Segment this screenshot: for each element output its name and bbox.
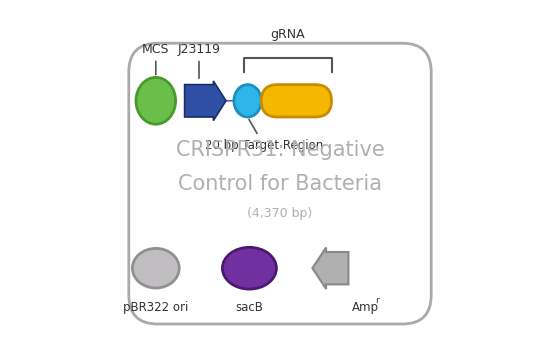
- FancyArrow shape: [312, 248, 348, 289]
- Ellipse shape: [234, 85, 262, 117]
- Text: (4,370 bp): (4,370 bp): [248, 207, 312, 220]
- Ellipse shape: [136, 77, 176, 124]
- Text: gRNA: gRNA: [270, 28, 305, 41]
- Text: Amp: Amp: [352, 301, 379, 314]
- FancyArrow shape: [185, 81, 226, 121]
- FancyBboxPatch shape: [129, 43, 431, 324]
- Text: pBR322 ori: pBR322 ori: [123, 301, 189, 314]
- Text: sacB: sacB: [235, 301, 263, 314]
- Ellipse shape: [222, 247, 277, 289]
- Text: r: r: [375, 296, 379, 305]
- FancyBboxPatch shape: [262, 85, 332, 117]
- Text: MCS: MCS: [142, 43, 170, 75]
- Ellipse shape: [132, 248, 179, 288]
- Text: J23119: J23119: [178, 43, 221, 78]
- Text: Control for Bacteria: Control for Bacteria: [178, 174, 382, 194]
- Text: CRISPR31: Negative: CRISPR31: Negative: [176, 140, 384, 160]
- Text: 20 bp Target Region: 20 bp Target Region: [204, 120, 323, 152]
